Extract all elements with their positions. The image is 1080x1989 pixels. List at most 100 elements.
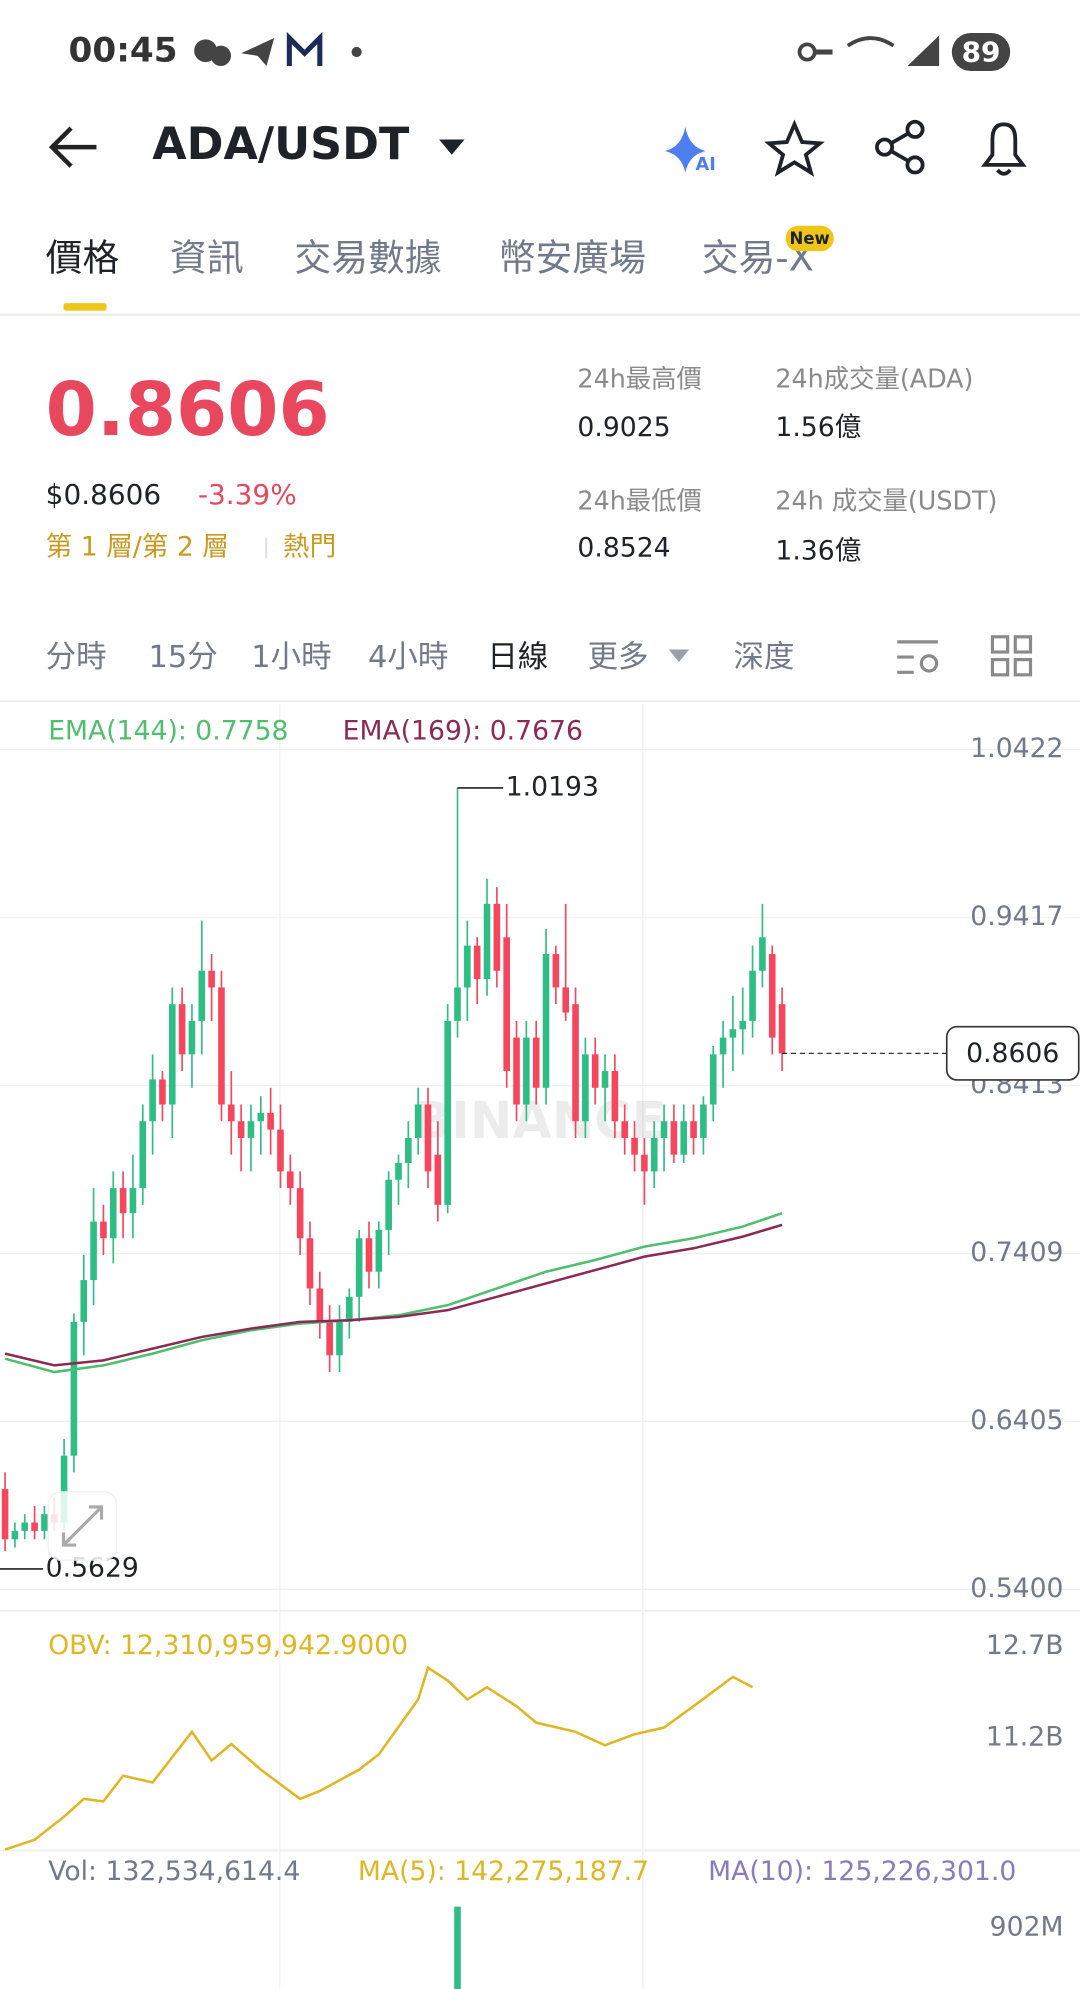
- legend-entry: EMA(169): 0.7676: [343, 715, 583, 746]
- interval[interactable]: 15分: [148, 640, 217, 675]
- candle-body: [247, 1121, 255, 1138]
- candle-body: [601, 1071, 609, 1088]
- tab[interactable]: 資訊: [170, 237, 244, 280]
- candle-body: [729, 1029, 737, 1038]
- candle-body: [611, 1071, 619, 1122]
- usd-price: $0.8606: [46, 478, 161, 511]
- stat-label: 24h最低價: [577, 485, 701, 515]
- ai-button[interactable]: AI: [665, 126, 716, 175]
- pair-dropdown[interactable]: [439, 139, 465, 155]
- candle-body: [129, 1188, 137, 1214]
- candle-body: [473, 945, 481, 980]
- obv-tick-label: 12.7B: [986, 1630, 1064, 1661]
- candle-body: [395, 1163, 402, 1180]
- share-button[interactable]: [875, 119, 925, 175]
- legend-entry: EMA(144): 0.7758: [48, 715, 288, 746]
- tab[interactable]: 交易數據: [294, 237, 441, 280]
- favorite-button[interactable]: [764, 119, 825, 177]
- candle-body: [21, 1522, 29, 1531]
- candle-body: [296, 1188, 304, 1239]
- back-button[interactable]: [48, 126, 97, 168]
- candle-body: [326, 1321, 333, 1356]
- high-label: 1.0193: [506, 771, 599, 802]
- candle-body: [641, 1154, 648, 1172]
- v-grid-line: [642, 704, 644, 1989]
- tab-indicator: [63, 303, 107, 311]
- candle-body: [168, 1004, 176, 1105]
- candle-body: [631, 1137, 638, 1155]
- pair-title[interactable]: ADA/USDT: [152, 119, 410, 170]
- alert-button[interactable]: [981, 122, 1027, 176]
- volume-ma5: MA(5): 142,275,187.7: [358, 1856, 649, 1887]
- candle-body: [188, 1020, 196, 1055]
- candle-body: [80, 1280, 88, 1322]
- price-change: -3.39%: [198, 478, 297, 511]
- candle-body: [227, 1104, 235, 1122]
- y-tick-label: 0.6405: [970, 1405, 1063, 1436]
- interval[interactable]: 4小時: [368, 640, 448, 675]
- obv-tick-label: 11.2B: [986, 1721, 1064, 1752]
- expand-button[interactable]: [47, 1491, 118, 1561]
- stat-label: 24h最高價: [577, 364, 701, 394]
- stat-value: 0.8524: [577, 533, 670, 564]
- candle-body: [159, 1079, 166, 1105]
- candle-body: [532, 1037, 540, 1088]
- candle-body: [316, 1288, 324, 1322]
- candle-body: [464, 945, 471, 988]
- last-price: 0.8606: [46, 368, 330, 453]
- last-price-label: 0.8606: [966, 1038, 1059, 1069]
- interval[interactable]: 更多: [588, 640, 649, 675]
- tag[interactable]: 第 1 層/第 2 層: [46, 531, 229, 562]
- candle-body: [572, 1004, 579, 1122]
- candle-body: [493, 903, 501, 971]
- stat-label: 24h成交量(ADA): [775, 364, 973, 394]
- candle-body: [670, 1121, 678, 1155]
- volume-label: Vol: 132,534,614.4: [48, 1856, 300, 1887]
- candle-body: [768, 954, 776, 1038]
- volume-tick-label: 902M: [990, 1912, 1064, 1943]
- interval-active[interactable]: 日線: [487, 640, 548, 675]
- candle-body: [60, 1455, 68, 1523]
- candle-body: [759, 937, 766, 971]
- v-grid-line: [279, 704, 281, 1989]
- y-tick-label: 0.5400: [970, 1573, 1063, 1604]
- new-badge: [785, 225, 834, 252]
- interval[interactable]: 分時: [46, 640, 107, 675]
- candle-body: [503, 937, 510, 1072]
- candle-body: [650, 1137, 658, 1172]
- tab[interactable]: 價格: [46, 237, 120, 280]
- svg-text:AI: AI: [695, 155, 715, 175]
- candle-body: [287, 1171, 294, 1189]
- candle-body: [414, 1104, 422, 1138]
- candle-body: [690, 1121, 697, 1138]
- candle-body: [621, 1121, 629, 1138]
- candle-body: [11, 1530, 19, 1540]
- candle-body: [700, 1104, 707, 1138]
- interval[interactable]: 深度: [734, 640, 795, 675]
- interval[interactable]: 1小時: [251, 640, 331, 675]
- y-tick-label: 1.0422: [970, 733, 1063, 764]
- indicator-button[interactable]: [897, 640, 939, 674]
- status-icons: [194, 31, 940, 66]
- candle-body: [444, 1020, 451, 1205]
- layout-button[interactable]: [990, 635, 1033, 677]
- candle-body: [719, 1037, 727, 1055]
- divider: [0, 700, 1080, 703]
- divider: [0, 1849, 1080, 1852]
- y-tick-label: 0.9417: [970, 901, 1063, 932]
- more-dropdown[interactable]: [668, 649, 690, 663]
- tag[interactable]: 熱門: [283, 531, 336, 562]
- battery: [951, 32, 1011, 72]
- candle-body: [346, 1296, 353, 1322]
- obv-line: [4, 1665, 754, 1851]
- candle-body: [424, 1104, 432, 1172]
- candle-body: [178, 1004, 186, 1055]
- candle-body: [336, 1321, 343, 1356]
- candle-body: [591, 1054, 599, 1088]
- candle-body: [119, 1188, 127, 1214]
- tab[interactable]: 幣安廣場: [499, 237, 646, 280]
- candle-body: [208, 970, 215, 988]
- candle-body: [680, 1121, 688, 1155]
- candle-body: [90, 1221, 97, 1281]
- candle-body: [660, 1121, 668, 1138]
